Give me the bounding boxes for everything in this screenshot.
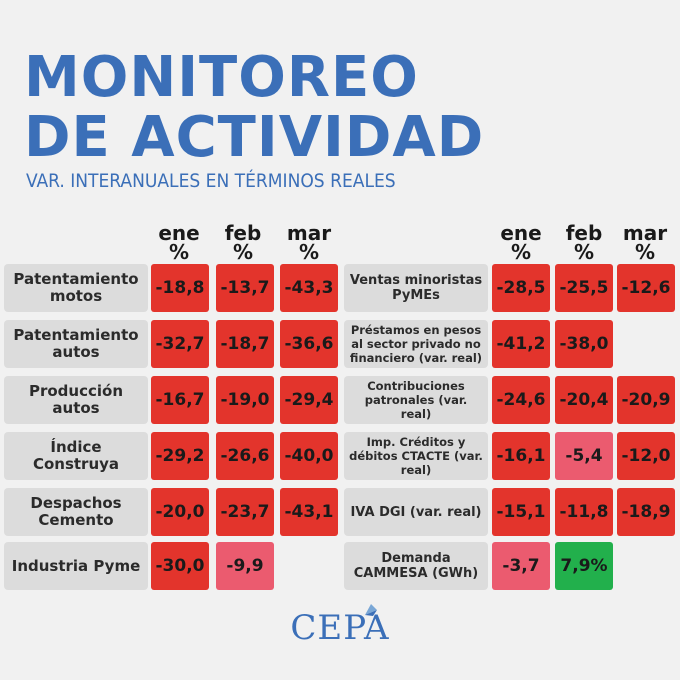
value-cell: -12,6 [617,264,675,312]
value-cell: -30,0 [151,542,209,590]
value-cell: -19,0 [216,376,274,424]
value-cell: -26,6 [216,432,274,480]
col-header-ene-left: ene% [158,221,200,264]
row-label-despachos-cemento: Despachos Cemento [4,488,148,536]
value-cell: -32,7 [151,320,209,368]
value-cell: -23,7 [216,488,274,536]
title-line-1: MONITOREO [24,45,419,110]
value-cell: -18,9 [617,488,675,536]
row-label-produccion-autos: Producción autos [4,376,148,424]
row-label-indice-construya: Índice Construya [4,432,148,480]
value-cell: -36,6 [280,320,338,368]
value-cell: -18,7 [216,320,274,368]
col-header-ene-right: ene% [500,221,542,264]
value-cell: -25,5 [555,264,613,312]
value-cell: -24,6 [492,376,550,424]
value-cell: -12,0 [617,432,675,480]
value-cell: -13,7 [216,264,274,312]
value-cell: -29,2 [151,432,209,480]
row-label-prestamos: Préstamos en pesos al sector privado no … [344,320,488,368]
value-cell: -18,8 [151,264,209,312]
row-label-iva-dgi: IVA DGI (var. real) [344,488,488,536]
value-cell: -43,1 [280,488,338,536]
value-cell: 7,9% [555,542,613,590]
value-cell: -3,7 [492,542,550,590]
value-cell: -40,0 [280,432,338,480]
logo-leaf-icon [365,604,377,616]
value-cell: -28,5 [492,264,550,312]
row-label-contribuciones: Contribuciones patronales (var. real) [344,376,488,424]
col-header-feb-left: feb% [224,221,262,264]
value-cell: -20,4 [555,376,613,424]
value-cell: -11,8 [555,488,613,536]
row-label-ventas-minoristas: Ventas minoristas PyMEs [344,264,488,312]
row-label-patentamiento-autos: Patentamiento autos [4,320,148,368]
value-cell: -16,7 [151,376,209,424]
col-header-mar-left: mar% [286,221,332,264]
value-cell: -29,4 [280,376,338,424]
value-cell: -15,1 [492,488,550,536]
value-cell: -9,9 [216,542,274,590]
value-cell: -16,1 [492,432,550,480]
row-label-demanda-cammesa: Demanda CAMMESA (GWh) [344,542,488,590]
value-cell: -41,2 [492,320,550,368]
col-header-feb-right: feb% [565,221,603,264]
title-line-2: DE ACTIVIDAD [24,105,485,170]
col-header-mar-right: mar% [622,221,668,264]
row-label-industria-pyme: Industria Pyme [4,542,148,590]
value-cell: -20,9 [617,376,675,424]
value-cell: -38,0 [555,320,613,368]
row-label-patentamiento-motos: Patentamiento motos [4,264,148,312]
value-cell: -5,4 [555,432,613,480]
row-label-imp-creditos: Imp. Créditos y débitos CTACTE (var. rea… [344,432,488,480]
value-cell: -43,3 [280,264,338,312]
subtitle: VAR. INTERANUALES EN TÉRMINOS REALES [26,170,396,192]
value-cell: -20,0 [151,488,209,536]
